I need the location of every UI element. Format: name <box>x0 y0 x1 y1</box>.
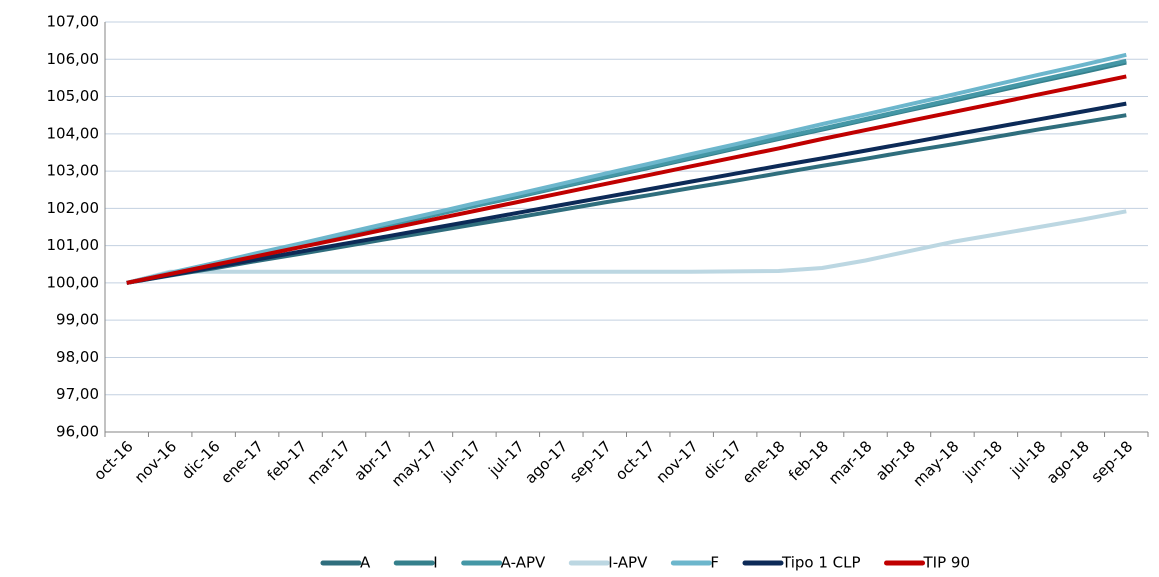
y-tick-label: 107,00 <box>47 13 100 31</box>
legend-label: A-APV <box>501 554 546 572</box>
x-tick-label: may-17 <box>388 437 441 490</box>
x-tick-label: nov-17 <box>652 437 701 486</box>
x-tick-label: feb-17 <box>264 437 311 484</box>
x-tick-label: dic-17 <box>700 437 746 483</box>
x-tick-label: oct-16 <box>90 437 137 484</box>
y-tick-label: 104,00 <box>47 124 100 142</box>
series-line <box>126 74 1127 285</box>
legend-label: I-APV <box>608 554 648 572</box>
y-tick-label: 103,00 <box>47 162 100 180</box>
x-tick-label: sep-18 <box>1087 437 1136 486</box>
x-tick-label: ene-18 <box>739 437 789 487</box>
y-tick-label: 99,00 <box>56 311 99 329</box>
x-tick-label: jun-17 <box>437 437 484 484</box>
x-tick-label: ene-17 <box>217 437 267 487</box>
x-tick-label: oct-17 <box>612 437 659 484</box>
x-tick-label: sep-17 <box>566 437 615 486</box>
y-tick-label: 98,00 <box>56 348 99 366</box>
y-tick-label: 106,00 <box>47 50 100 68</box>
series-line <box>126 113 1127 285</box>
legend-label: TIP 90 <box>923 554 971 572</box>
legend-label: F <box>710 554 719 572</box>
x-tick-label: jun-18 <box>959 437 1006 484</box>
legend: A I A-APV I-APV F Tipo 1 CLP TIP 90 <box>320 554 971 572</box>
y-tick-label: 100,00 <box>47 273 100 291</box>
x-tick-label: mar-17 <box>303 437 354 488</box>
x-tick-label: feb-18 <box>785 437 832 484</box>
x-tick-label: may-18 <box>909 437 962 490</box>
y-tick-label: 102,00 <box>47 199 100 217</box>
legend-label: I <box>433 554 437 572</box>
x-tick-label: dic-16 <box>178 437 224 483</box>
x-tick-label: ago-18 <box>1043 437 1093 487</box>
legend-label: Tipo 1 CLP <box>781 554 861 572</box>
y-tick-label: 105,00 <box>47 87 100 105</box>
series-line <box>126 209 1127 285</box>
x-tick-label: nov-16 <box>131 437 180 486</box>
x-tick-label: ago-17 <box>521 437 571 487</box>
series-line <box>126 52 1127 285</box>
y-tick-label: 96,00 <box>56 423 99 441</box>
y-tick-label: 101,00 <box>47 236 100 254</box>
legend-label: A <box>360 554 371 572</box>
x-tick-label: mar-18 <box>825 437 876 488</box>
series-line <box>126 101 1127 285</box>
y-tick-label: 97,00 <box>56 385 99 403</box>
